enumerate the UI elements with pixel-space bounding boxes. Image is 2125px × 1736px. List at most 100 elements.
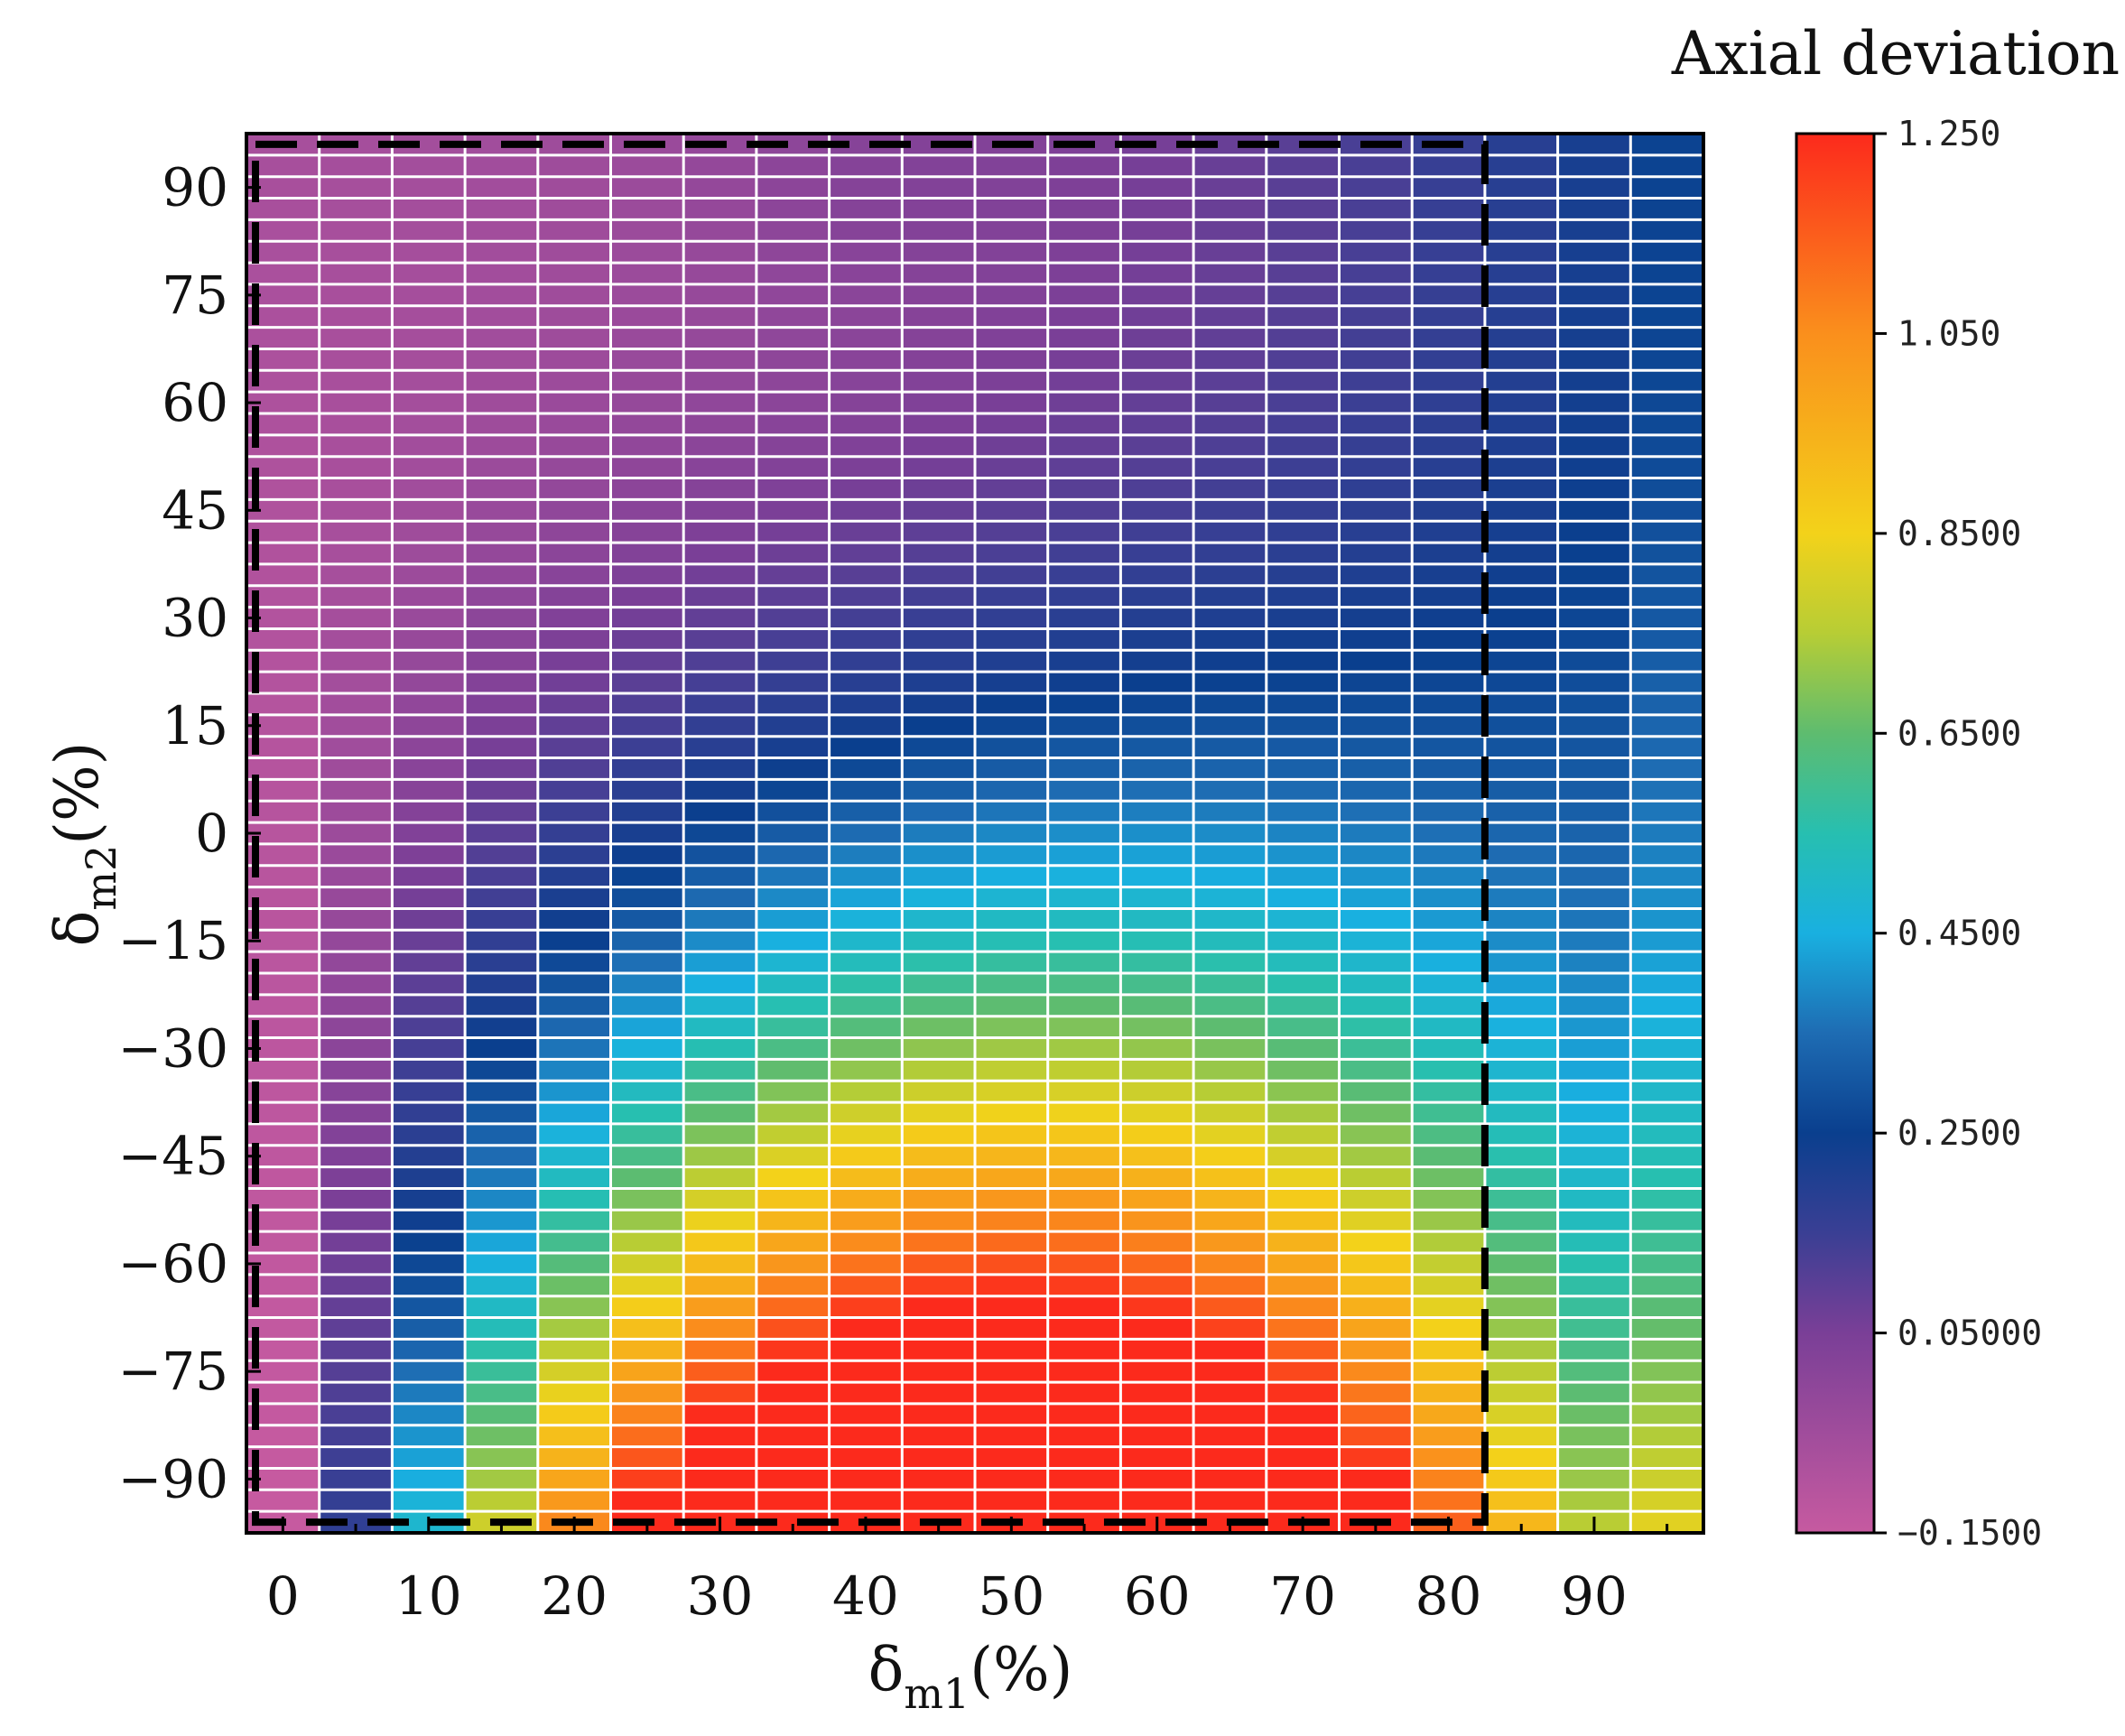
heatmap-cell [1484, 693, 1559, 716]
heatmap-cell [319, 176, 393, 200]
heatmap-cell [1557, 348, 1631, 371]
heatmap-cell [1193, 198, 1267, 220]
heatmap-cell [465, 499, 539, 522]
heatmap-cell [319, 1166, 393, 1189]
heatmap-cell [1339, 413, 1413, 436]
heatmap-cell [1120, 1210, 1194, 1232]
heatmap-cell [1412, 865, 1486, 888]
heatmap-cell [1484, 672, 1559, 694]
heatmap-cell [1047, 930, 1121, 952]
heatmap-cell [537, 413, 611, 436]
heatmap-cells [246, 134, 1704, 1534]
heatmap-cell [1266, 607, 1340, 629]
heatmap-cell [975, 865, 1049, 888]
heatmap-cell [610, 714, 684, 738]
heatmap-cell [1266, 952, 1340, 974]
heatmap-cell [975, 1123, 1049, 1147]
heatmap-cell [319, 1403, 393, 1426]
heatmap-cell [975, 973, 1049, 996]
heatmap-cell [1193, 154, 1267, 178]
heatmap-cell [1557, 563, 1631, 587]
heatmap-cell [1266, 628, 1340, 651]
heatmap-cell [1412, 1166, 1486, 1189]
heatmap-cell [1557, 1468, 1631, 1490]
x-tick-label: 60 [1124, 1565, 1191, 1627]
heatmap-cell [1412, 650, 1486, 673]
heatmap-cell [1412, 585, 1486, 608]
heatmap-cell [1193, 843, 1267, 867]
x-tick-label: 10 [395, 1565, 462, 1627]
heatmap-cell [975, 994, 1049, 1017]
heatmap-cell [1484, 198, 1559, 220]
heatmap-cell [1120, 1145, 1194, 1168]
heatmap-cell [683, 628, 757, 651]
heatmap-cell [975, 1102, 1049, 1125]
heatmap-cell [319, 1468, 393, 1490]
heatmap-cell [1557, 176, 1631, 200]
heatmap-cell [1412, 176, 1486, 200]
heatmap-cell [246, 1123, 320, 1147]
heatmap-cell [1412, 607, 1486, 629]
colorbar-ticks: 1.250 1.050 0.8500 0.6500 0.4500 0.2500 0.0500… [1874, 114, 2042, 1553]
heatmap-cell [392, 499, 466, 522]
heatmap-cell [537, 822, 611, 845]
heatmap-cell [1266, 1166, 1340, 1189]
heatmap-cell [319, 607, 393, 629]
heatmap-cell [829, 154, 903, 178]
heatmap-cell [829, 305, 903, 329]
heatmap-cell [537, 607, 611, 629]
heatmap-cell [829, 757, 903, 780]
heatmap-cell [1630, 801, 1704, 823]
heatmap-cell [1557, 413, 1631, 436]
heatmap-cell [392, 348, 466, 371]
heatmap-cell [902, 219, 976, 242]
heatmap-cell [1339, 1145, 1413, 1168]
heatmap-cell [610, 413, 684, 436]
heatmap-cell [392, 154, 466, 178]
heatmap-cell [319, 1016, 393, 1039]
heatmap-cell [829, 1468, 903, 1490]
heatmap-cell [1047, 585, 1121, 608]
heatmap-cell [1484, 1188, 1559, 1211]
heatmap-cell [1120, 413, 1194, 436]
heatmap-cell [902, 478, 976, 500]
heatmap-cell [610, 1037, 684, 1060]
heatmap-cell [902, 370, 976, 393]
heatmap-cell [1412, 543, 1486, 565]
heatmap-cell [319, 1339, 393, 1361]
heatmap-cell [1120, 779, 1194, 802]
heatmap-cell [902, 563, 976, 587]
heatmap-cell [902, 1274, 976, 1297]
heatmap-cell [829, 1339, 903, 1361]
heatmap-cell [756, 327, 831, 349]
heatmap-cell [1047, 736, 1121, 759]
heatmap-cell [1557, 1274, 1631, 1297]
heatmap-cell [1630, 865, 1704, 888]
heatmap-cell [610, 1360, 684, 1383]
heatmap-cell [1484, 1468, 1559, 1490]
heatmap-cell [1630, 1059, 1704, 1082]
heatmap-cell [610, 305, 684, 329]
heatmap-cell [1412, 1231, 1486, 1254]
heatmap-cell [1630, 693, 1704, 716]
heatmap-cell [1339, 1081, 1413, 1103]
heatmap-cell [829, 952, 903, 974]
heatmap-cell [975, 219, 1049, 242]
heatmap-cell [1266, 305, 1340, 329]
heatmap-cell [902, 263, 976, 285]
heatmap-cell [975, 348, 1049, 371]
heatmap-cell [1339, 822, 1413, 845]
heatmap-cell [902, 1210, 976, 1232]
heatmap-cell [829, 865, 903, 888]
heatmap-cell [537, 543, 611, 565]
heatmap-cell [829, 1231, 903, 1254]
heatmap-cell [1047, 1317, 1121, 1340]
heatmap-cell [683, 1382, 757, 1405]
heatmap-cell [683, 930, 757, 952]
dashed-region-annotation [252, 140, 1489, 1527]
heatmap-cell [1047, 1425, 1121, 1448]
heatmap-cell [1339, 263, 1413, 285]
heatmap-cell [1630, 563, 1704, 587]
heatmap-cell [537, 1145, 611, 1168]
heatmap-cell [1193, 456, 1267, 479]
